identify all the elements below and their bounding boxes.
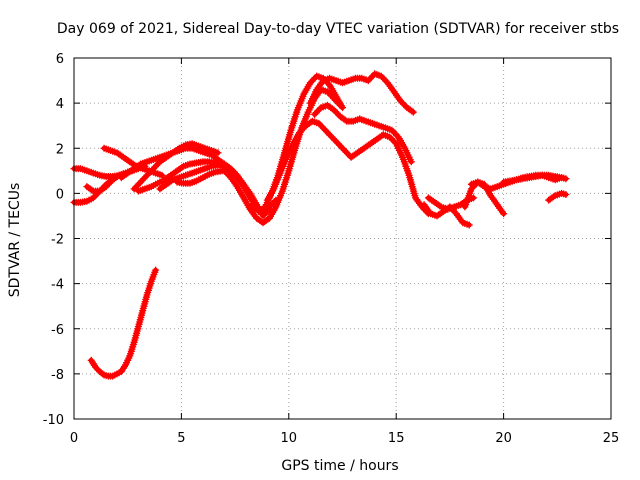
- data-point: [377, 72, 385, 80]
- chart-title: Day 069 of 2021, Sidereal Day-to-day VTE…: [57, 21, 619, 37]
- axes: 0 5 10 15 20 25 -10 -8 -6 -4 -2 0 2 4 6: [43, 52, 620, 446]
- y-tick-label: -2: [51, 233, 64, 248]
- x-tick-label: 0: [70, 431, 78, 446]
- y-tick-label: -10: [43, 413, 64, 428]
- x-tick-label: 20: [495, 431, 512, 446]
- data-point: [465, 221, 473, 229]
- x-tick-label: 10: [281, 431, 298, 446]
- series-arc-f: [130, 140, 222, 193]
- x-tick-label: 15: [388, 431, 405, 446]
- y-tick-label: 0: [56, 187, 64, 202]
- x-tick-label: 25: [603, 431, 620, 446]
- data-point: [436, 202, 444, 210]
- y-tick-label: 6: [56, 52, 64, 67]
- data-point: [88, 186, 96, 194]
- plot-area: [70, 70, 570, 380]
- data-point: [407, 158, 415, 166]
- data-point: [135, 161, 143, 169]
- data-point: [152, 266, 160, 274]
- y-tick-label: -8: [51, 368, 64, 383]
- data-point: [409, 108, 417, 116]
- y-tick-label: -6: [51, 323, 64, 338]
- data-point: [479, 182, 487, 189]
- series-arc-m: [306, 70, 417, 116]
- data-point: [331, 136, 339, 144]
- series-arc-s: [500, 171, 570, 186]
- y-tick-label: 4: [56, 97, 64, 112]
- data-point: [562, 191, 570, 199]
- data-point: [99, 370, 107, 378]
- data-point: [178, 163, 186, 171]
- data-point: [311, 74, 319, 82]
- x-tick-label: 5: [177, 431, 185, 446]
- data-point: [121, 363, 128, 370]
- series-arc-t: [545, 189, 570, 204]
- data-point: [400, 100, 408, 108]
- data-point: [214, 149, 222, 157]
- data-point: [389, 136, 397, 144]
- data-point: [341, 116, 349, 124]
- data-point: [248, 201, 256, 209]
- data-point: [500, 210, 508, 218]
- data-point: [339, 104, 346, 112]
- series-arc-g: [134, 158, 226, 195]
- data-point: [408, 107, 416, 115]
- x-axis-label: GPS time / hours: [281, 458, 398, 474]
- data-point: [562, 175, 570, 183]
- y-tick-label: -4: [51, 278, 64, 293]
- y-axis-label: SDTVAR / TECUs: [7, 183, 23, 298]
- y-tick-label: 2: [56, 142, 64, 157]
- series-arc-n: [311, 101, 415, 166]
- data-point: [167, 177, 175, 185]
- series-arc-early-negative: [87, 266, 160, 380]
- data-point: [148, 166, 156, 174]
